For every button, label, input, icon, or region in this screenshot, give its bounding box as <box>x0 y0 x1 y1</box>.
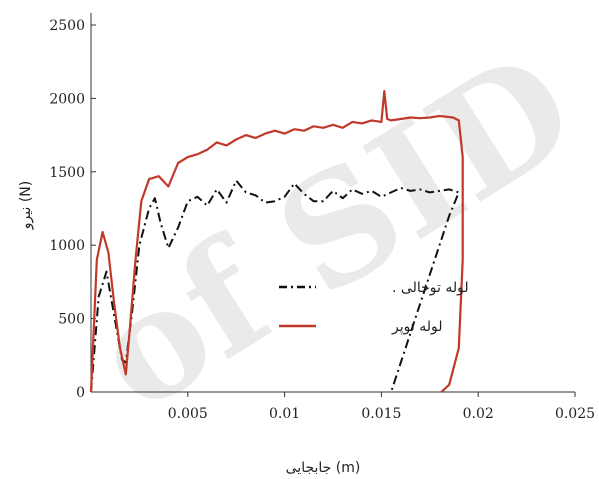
x-tick-label: 0.01 <box>269 406 300 422</box>
x-tick-label: 0.025 <box>555 406 595 422</box>
y-tick-label: 1500 <box>49 165 85 181</box>
y-tick-label: 2500 <box>49 18 85 34</box>
y-tick-label: 0 <box>76 385 85 401</box>
legend-label-2: لوله توپر <box>391 319 442 335</box>
series-line-1 <box>90 179 460 393</box>
x-tick-label: 0.005 <box>168 406 208 422</box>
y-tick-label: 2000 <box>49 91 85 107</box>
x-tick-label: 0.015 <box>361 406 401 422</box>
y-tick-label: 1000 <box>49 238 85 254</box>
plot-area <box>89 89 464 393</box>
axis-labels: جابجایی (m) نیرو (N) <box>18 181 360 476</box>
y-tick-label: 500 <box>58 312 85 328</box>
legend-label-1: لوله توخالی . <box>392 280 469 296</box>
watermark-text: of SID <box>65 18 599 446</box>
y-axis-title: نیرو (N) <box>18 181 34 230</box>
axes: 0 500 1000 1500 2000 2500 0.005 0.01 0.015 0.02 0.… <box>49 13 595 422</box>
series-line-2 <box>89 89 464 393</box>
x-tick-label: 0.02 <box>463 406 494 422</box>
x-axis-title: جابجایی (m) <box>286 460 361 476</box>
legend: لوله توخالی . لوله توپر <box>279 280 469 335</box>
watermark: of SID <box>65 18 599 446</box>
